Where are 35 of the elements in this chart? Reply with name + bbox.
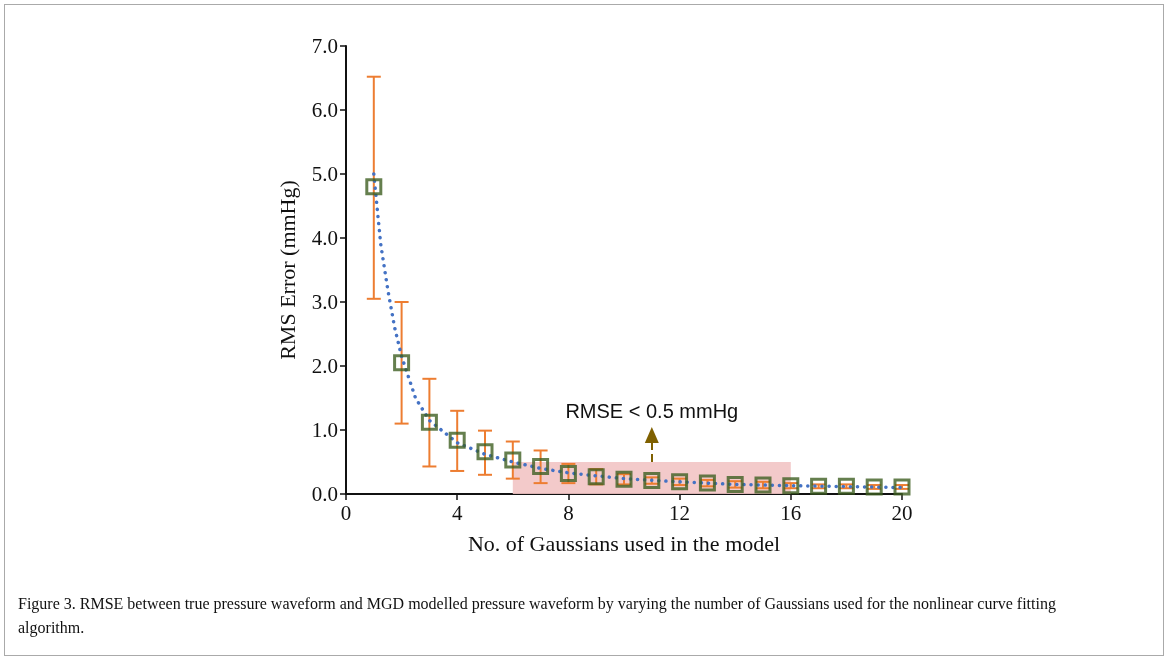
point	[754, 476, 772, 494]
x-tick-label: 0	[340, 500, 352, 525]
x-axis-title: No. of Gaussians used in the model	[467, 530, 781, 556]
caption: Figure 3. RMSE between true pressure waveform and MGD modelled pressure waveform by varying the number of Gaussians used for the nonlinear curve fitting algorithm.	[18, 594, 1057, 639]
y-tick-label: 5.0	[311, 162, 338, 186]
point	[782, 477, 800, 495]
point	[643, 472, 661, 490]
y-tick-label: 1.0	[311, 418, 338, 442]
point	[865, 478, 883, 496]
y-axis-title: RMS Error (mmHg)	[274, 180, 300, 360]
annotation: RMSE < 0.5 mmHg	[565, 400, 739, 423]
y-tick-label: 3.0	[311, 290, 338, 314]
point	[671, 473, 689, 491]
x-tick-label: 16	[780, 500, 802, 525]
point	[448, 431, 466, 449]
point	[837, 477, 855, 495]
y-tick-label: 2.0	[311, 354, 338, 378]
point	[476, 443, 494, 461]
y-tick-label: 0.0	[311, 482, 338, 506]
point	[532, 457, 550, 475]
point	[420, 413, 438, 431]
x-tick-label: 20	[891, 500, 913, 525]
point	[504, 451, 522, 469]
point	[698, 474, 716, 492]
y-tick-label: 7.0	[311, 34, 338, 58]
x-tick-label: 8	[563, 500, 574, 525]
y-tick-label: 4.0	[311, 226, 338, 250]
point	[393, 354, 411, 372]
x-tick-label: 12	[669, 500, 691, 525]
point	[365, 178, 383, 196]
point	[893, 478, 911, 496]
x-tick-label: 4	[451, 500, 463, 525]
point	[810, 477, 828, 495]
point	[726, 475, 744, 493]
y-tick-label: 6.0	[311, 98, 338, 122]
